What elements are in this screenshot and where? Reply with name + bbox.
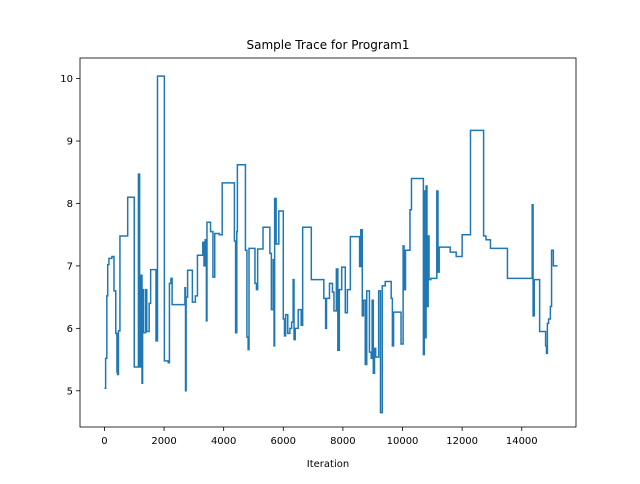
axes-frame	[79, 57, 577, 428]
plot-layer	[104, 75, 558, 414]
y-tick-label: 9	[67, 137, 73, 148]
x-tick-label: 4000	[211, 436, 236, 447]
x-tick-label: 12000	[446, 436, 478, 447]
y-tick-label: 8	[67, 199, 73, 210]
series-line-0	[104, 75, 558, 414]
y-tick-label: 7	[67, 261, 73, 272]
x-axis-label: Iteration	[307, 459, 349, 470]
x-tick-label: 2000	[151, 436, 176, 447]
x-tick-label: 10000	[387, 436, 419, 447]
x-tick-label: 14000	[506, 436, 538, 447]
y-tick-label: 10	[60, 74, 73, 85]
x-axis-ticks: 0 2000 4000 6000 8000 10000 12000 14000	[101, 427, 538, 447]
x-tick-label: 8000	[330, 436, 355, 447]
y-tick-label: 5	[67, 386, 73, 397]
y-tick-label: 6	[67, 324, 73, 335]
x-tick-label: 0	[101, 436, 107, 447]
x-tick-label: 6000	[271, 436, 296, 447]
y-axis-ticks: 5 6 7 8 9 10	[60, 74, 80, 397]
chart-title: Sample Trace for Program1	[246, 38, 409, 52]
